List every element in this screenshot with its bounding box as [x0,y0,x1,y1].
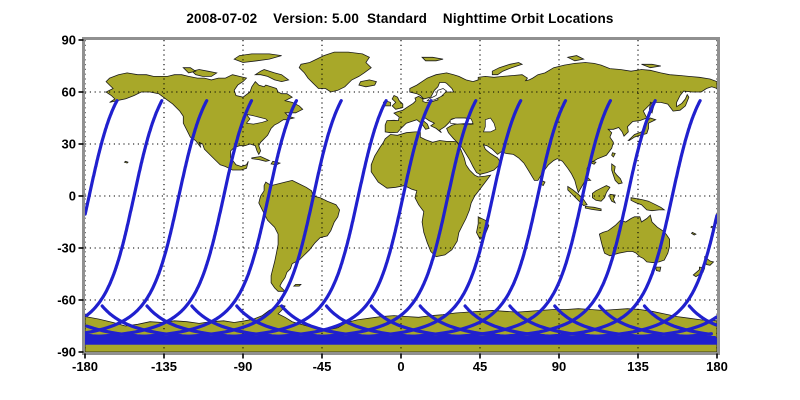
x-tick-label: -90 [234,359,253,374]
orbit-track [85,99,718,340]
land-polygon [491,62,524,76]
land-polygon [584,205,602,212]
land-polygon [233,53,282,63]
orbit-track [83,99,712,340]
x-tick-label: 0 [397,359,404,374]
land-polygon [370,131,492,258]
land-polygon [292,284,302,287]
lake-polygon [483,117,497,133]
orbit-track [369,99,702,340]
y-tick-label: 30 [62,137,76,152]
orbit-track [90,99,717,340]
land-polygon [358,79,377,88]
axis-ticks [78,39,718,359]
orbit-track [84,99,711,340]
chart-title: 2008-07-02 Version: 5.00 Standard Nightt… [186,11,614,26]
land-polygon [182,67,197,74]
land-polygon [611,152,616,158]
land-polygon [258,179,341,292]
land-polygon [253,69,290,83]
x-tick-label: -135 [151,359,177,374]
land-polygon [251,156,271,162]
land-polygon [123,160,129,164]
y-tick-label: 90 [62,33,76,48]
y-tick-label: -30 [57,241,76,256]
land-polygon [630,197,666,212]
land-polygon [105,72,304,171]
land-polygon [566,55,585,62]
y-tick-label: 60 [62,85,76,100]
axis-tick-labels: -180 -135 -90 -45 0 45 90 135 180 90 60 30 0 -30 -60 -9… [57,33,728,375]
x-tick-label: -180 [72,359,98,374]
land-polygon [609,193,617,204]
land-polygon [590,160,597,165]
land-polygon [298,51,372,93]
y-tick-label: 0 [69,189,76,204]
y-tick-label: -90 [57,345,76,360]
y-tick-label: -60 [57,293,76,308]
x-tick-label: 135 [627,359,649,374]
polar-orbit-band [85,338,717,345]
land-polygon [690,231,697,236]
x-tick-label: 180 [706,359,728,374]
polar-band [85,338,717,345]
land-polygon [598,214,670,264]
x-tick-label: -45 [313,359,332,374]
land-polygon [384,62,718,194]
orbit-track-layer [83,99,719,340]
x-tick-label: 45 [473,359,487,374]
land-polygon [391,94,404,110]
land-polygon [421,56,444,62]
land-polygon [655,266,662,272]
land-polygon [611,163,623,185]
land-polygon [191,69,218,77]
lake-polygon [245,114,269,125]
orbit-track [83,99,719,340]
x-tick-label: 90 [552,359,566,374]
lake-polygon [426,88,448,102]
land-polygon [641,63,661,69]
lake-polygon [449,117,474,125]
land-polygon [592,185,611,202]
